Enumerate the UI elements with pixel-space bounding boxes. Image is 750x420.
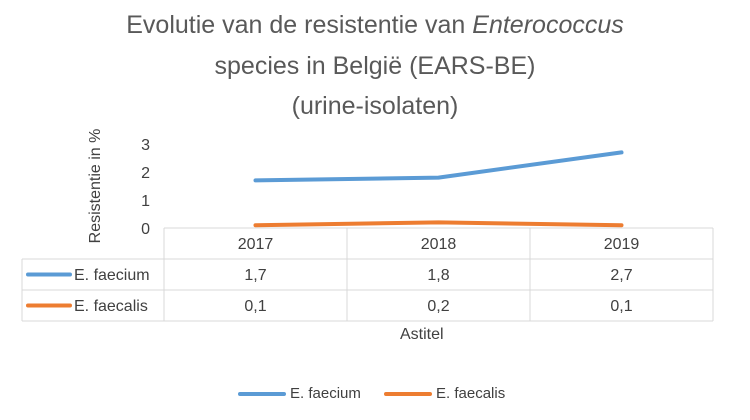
y-tick-label: 2 xyxy=(141,165,150,182)
y-tick-label: 0 xyxy=(141,221,150,238)
table-header-cell: 2017 xyxy=(238,236,274,253)
table-value-cell: 0,1 xyxy=(610,298,632,315)
legend-label-e-faecium: E. faecium xyxy=(290,385,361,402)
series-line xyxy=(253,220,624,228)
series-line xyxy=(253,150,624,183)
table-header-cell: 2019 xyxy=(604,236,640,253)
chart-title-line-1: Evolutie van de resistentie van Enteroco… xyxy=(126,11,624,39)
legend-swatch-e-faecium xyxy=(238,391,286,396)
table-row-label: E. faecium xyxy=(74,267,150,284)
chart-title-line-2: species in België (EARS-BE) xyxy=(214,52,536,80)
table-value-cell: 1,7 xyxy=(244,267,266,284)
y-tick-label: 1 xyxy=(141,193,150,210)
y-tick-label: 3 xyxy=(141,137,150,154)
legend-swatch-e-faecalis xyxy=(384,391,432,396)
table-header-cell: 2018 xyxy=(421,236,457,253)
table-value-cell: 1,8 xyxy=(427,267,449,284)
table-value-cell: 0,1 xyxy=(244,298,266,315)
table-value-cell: 2,7 xyxy=(610,267,632,284)
legend-item-e-faecium: E. faecium xyxy=(238,385,361,402)
chart-title-line-3: (urine-isolaten) xyxy=(291,92,459,120)
table-value-cell: 0,2 xyxy=(427,298,449,315)
table-row-label: E. faecalis xyxy=(74,298,148,315)
legend-item-e-faecalis: E. faecalis xyxy=(384,385,505,402)
x-axis-label: Astitel xyxy=(400,326,444,343)
legend-label-e-faecalis: E. faecalis xyxy=(436,385,506,402)
